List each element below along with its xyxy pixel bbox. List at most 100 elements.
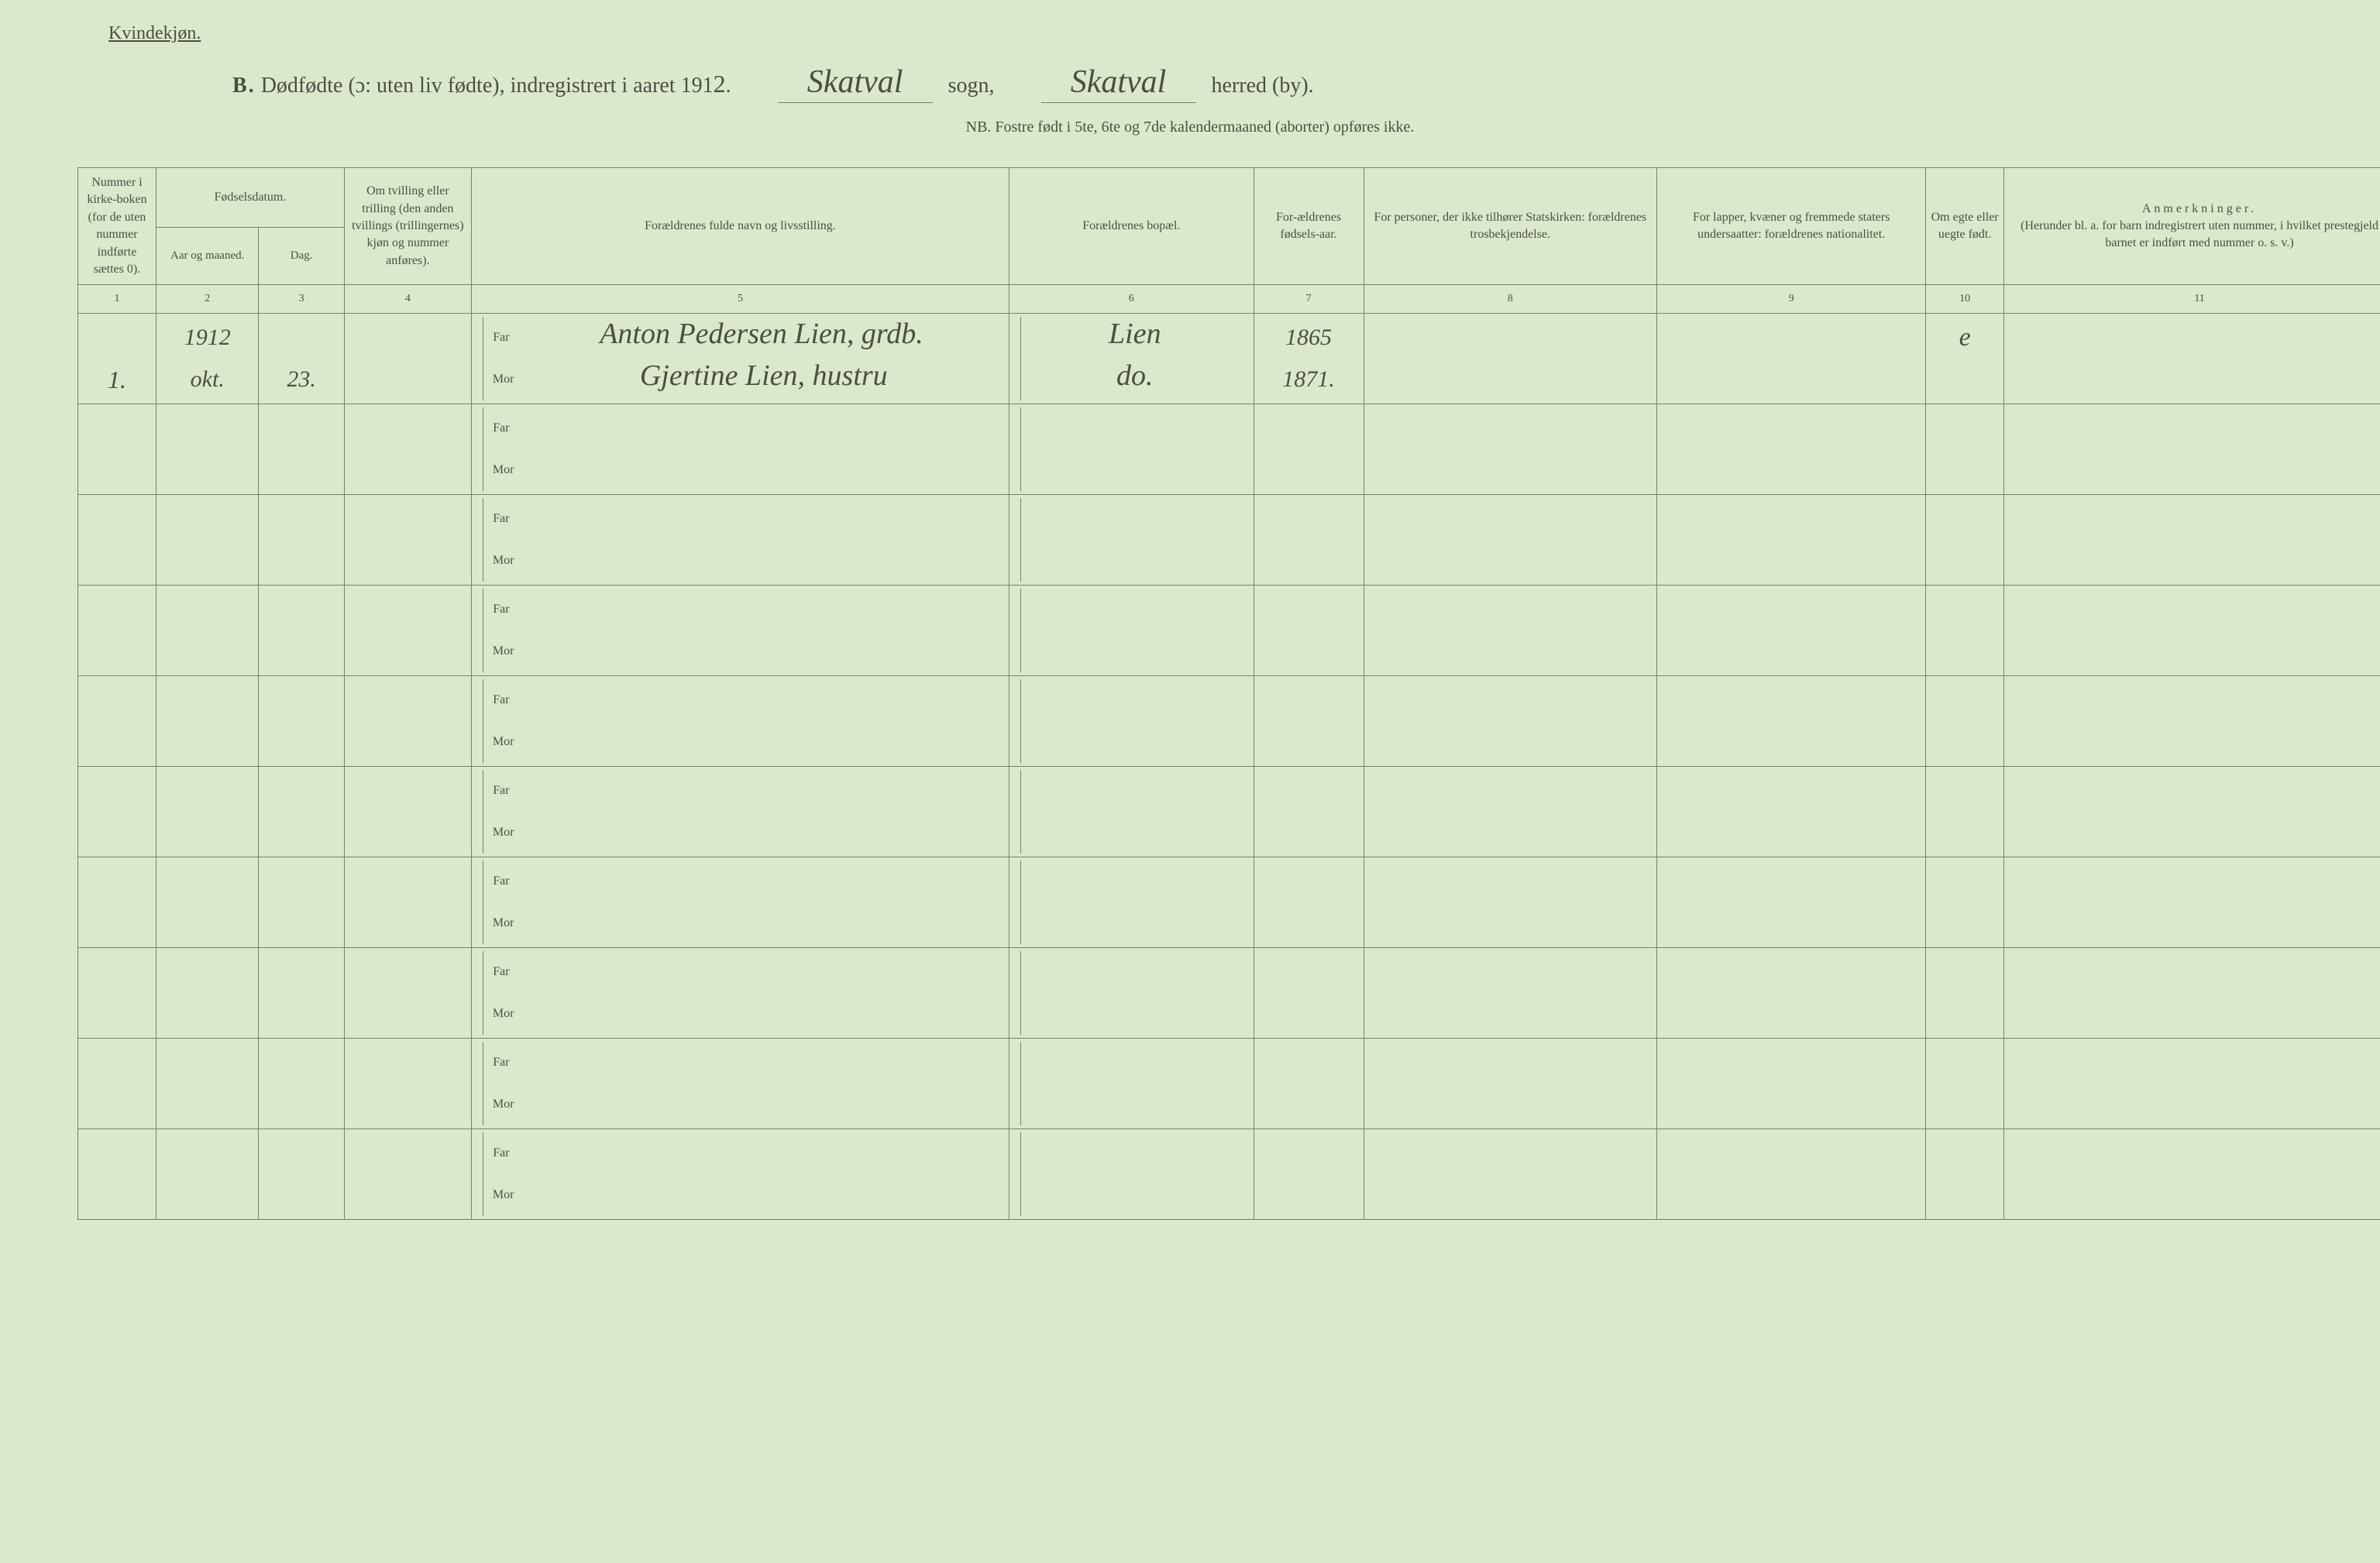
- far-residence-row: [1020, 770, 1249, 812]
- cell-residence: [1009, 947, 1254, 1038]
- mor-residence: [1021, 739, 1249, 745]
- mor-row: Mor: [483, 540, 1004, 582]
- entry-number: [83, 540, 151, 582]
- far-name: [519, 969, 1004, 975]
- entry-number: [83, 1084, 151, 1125]
- cell-religion: [1364, 313, 1657, 404]
- cell-parents-names: Far Mor: [471, 494, 1009, 585]
- cell-legitimate: [1926, 1038, 2004, 1128]
- entry-year: [161, 679, 254, 721]
- cell-number: 1.: [78, 313, 156, 404]
- far-residence-row: [1020, 951, 1249, 993]
- mor-row: Mor: [483, 721, 1004, 763]
- entry-month: [161, 902, 254, 944]
- mor-residence-row: [1020, 1174, 1249, 1216]
- cell-residence: Lien do.: [1009, 313, 1254, 404]
- far-residence: [1021, 788, 1249, 794]
- far-label: Far: [483, 1054, 519, 1071]
- entry-year: 1912: [161, 317, 254, 359]
- cell-number: [78, 675, 156, 766]
- mor-birthyear: [1259, 449, 1359, 491]
- cell-twin: [344, 1128, 471, 1219]
- far-row: Far: [483, 407, 1004, 449]
- cell-legitimate: [1926, 404, 2004, 494]
- cell-residence: [1009, 675, 1254, 766]
- colnum-3: 3: [259, 285, 344, 314]
- cell-religion: [1364, 1128, 1657, 1219]
- cell-religion: [1364, 1038, 1657, 1128]
- far-row: Far: [483, 679, 1004, 721]
- nb-line: NB. Fostre født i 5te, 6te og 7de kalend…: [31, 119, 2349, 136]
- mor-row: Mor: [483, 993, 1004, 1035]
- cell-twin: [344, 585, 471, 675]
- mor-label: Mor: [483, 462, 524, 479]
- mor-birthyear: [1259, 902, 1359, 944]
- page-corner-label: Kvindekjøn.: [108, 23, 2349, 44]
- cell-religion: [1364, 494, 1657, 585]
- entry-day: [263, 993, 339, 1035]
- mor-residence-row: [1020, 721, 1249, 763]
- mor-residence: [1021, 1192, 1249, 1198]
- mor-name: [523, 830, 1004, 836]
- cell-nationality: [1657, 585, 1926, 675]
- far-birthyear: [1259, 498, 1359, 540]
- table-row: Far Mor: [78, 1128, 2380, 1219]
- cell-twin: [344, 494, 471, 585]
- entry-number: 1.: [83, 359, 151, 400]
- cell-number: [78, 947, 156, 1038]
- cell-birthyears: [1254, 947, 1364, 1038]
- entry-month: [161, 1084, 254, 1125]
- cell-legitimate: [1926, 1128, 2004, 1219]
- mor-birthyear: 1871.: [1259, 359, 1359, 400]
- far-name: [519, 1060, 1004, 1066]
- far-birthyear: 1865: [1259, 317, 1359, 359]
- cell-remarks: [2004, 1038, 2380, 1128]
- colnum-5: 5: [471, 285, 1009, 314]
- entry-legitimate: [1931, 589, 1999, 630]
- mor-row: Mor Gjertine Lien, hustru: [483, 359, 1004, 400]
- mor-name: Gjertine Lien, hustru: [523, 356, 1004, 403]
- colnum-11: 11: [2004, 285, 2380, 314]
- far-residence: [1021, 1060, 1249, 1066]
- entry-day: [263, 902, 339, 944]
- far-residence-row: [1020, 498, 1249, 540]
- mor-name: [523, 1192, 1004, 1198]
- far-name: Anton Pedersen Lien, grdb.: [519, 314, 1004, 361]
- colnum-10: 10: [1926, 285, 2004, 314]
- header-col2: Aar og maaned.: [156, 228, 259, 285]
- cell-day: [259, 947, 344, 1038]
- cell-remarks: [2004, 947, 2380, 1038]
- header-col8: For personer, der ikke tilhører Statskir…: [1364, 168, 1657, 285]
- parish-value: Skatval: [778, 64, 933, 103]
- cell-number: [78, 1128, 156, 1219]
- mor-row: Mor: [483, 1174, 1004, 1216]
- mor-residence-row: [1020, 902, 1249, 944]
- mor-residence-row: [1020, 993, 1249, 1035]
- header-col11-title: Anmerkninger.: [2009, 201, 2380, 218]
- entry-number: [83, 449, 151, 491]
- entry-number: [83, 1174, 151, 1216]
- cell-remarks: [2004, 857, 2380, 947]
- far-residence-row: [1020, 679, 1249, 721]
- mor-residence-row: [1020, 812, 1249, 854]
- cell-birthyears: [1254, 1038, 1364, 1128]
- entry-year: [161, 770, 254, 812]
- cell-day: 23.: [259, 313, 344, 404]
- far-label: Far: [483, 692, 519, 709]
- far-row: Far: [483, 861, 1004, 902]
- section-letter: B.: [232, 74, 256, 98]
- mor-birthyear: [1259, 812, 1359, 854]
- cell-religion: [1364, 857, 1657, 947]
- far-label: Far: [483, 420, 519, 437]
- cell-remarks: [2004, 313, 2380, 404]
- entry-month: [161, 993, 254, 1035]
- header-col1: Nummer i kirke-boken (for de uten nummer…: [78, 168, 156, 285]
- entry-legitimate: [1931, 679, 1999, 721]
- entry-number: [83, 812, 151, 854]
- colnum-6: 6: [1009, 285, 1254, 314]
- table-row: Far Mor: [78, 857, 2380, 947]
- mor-name: [523, 920, 1004, 926]
- cell-birthyears: [1254, 494, 1364, 585]
- entry-number: [83, 902, 151, 944]
- year-digit: 2: [714, 70, 726, 98]
